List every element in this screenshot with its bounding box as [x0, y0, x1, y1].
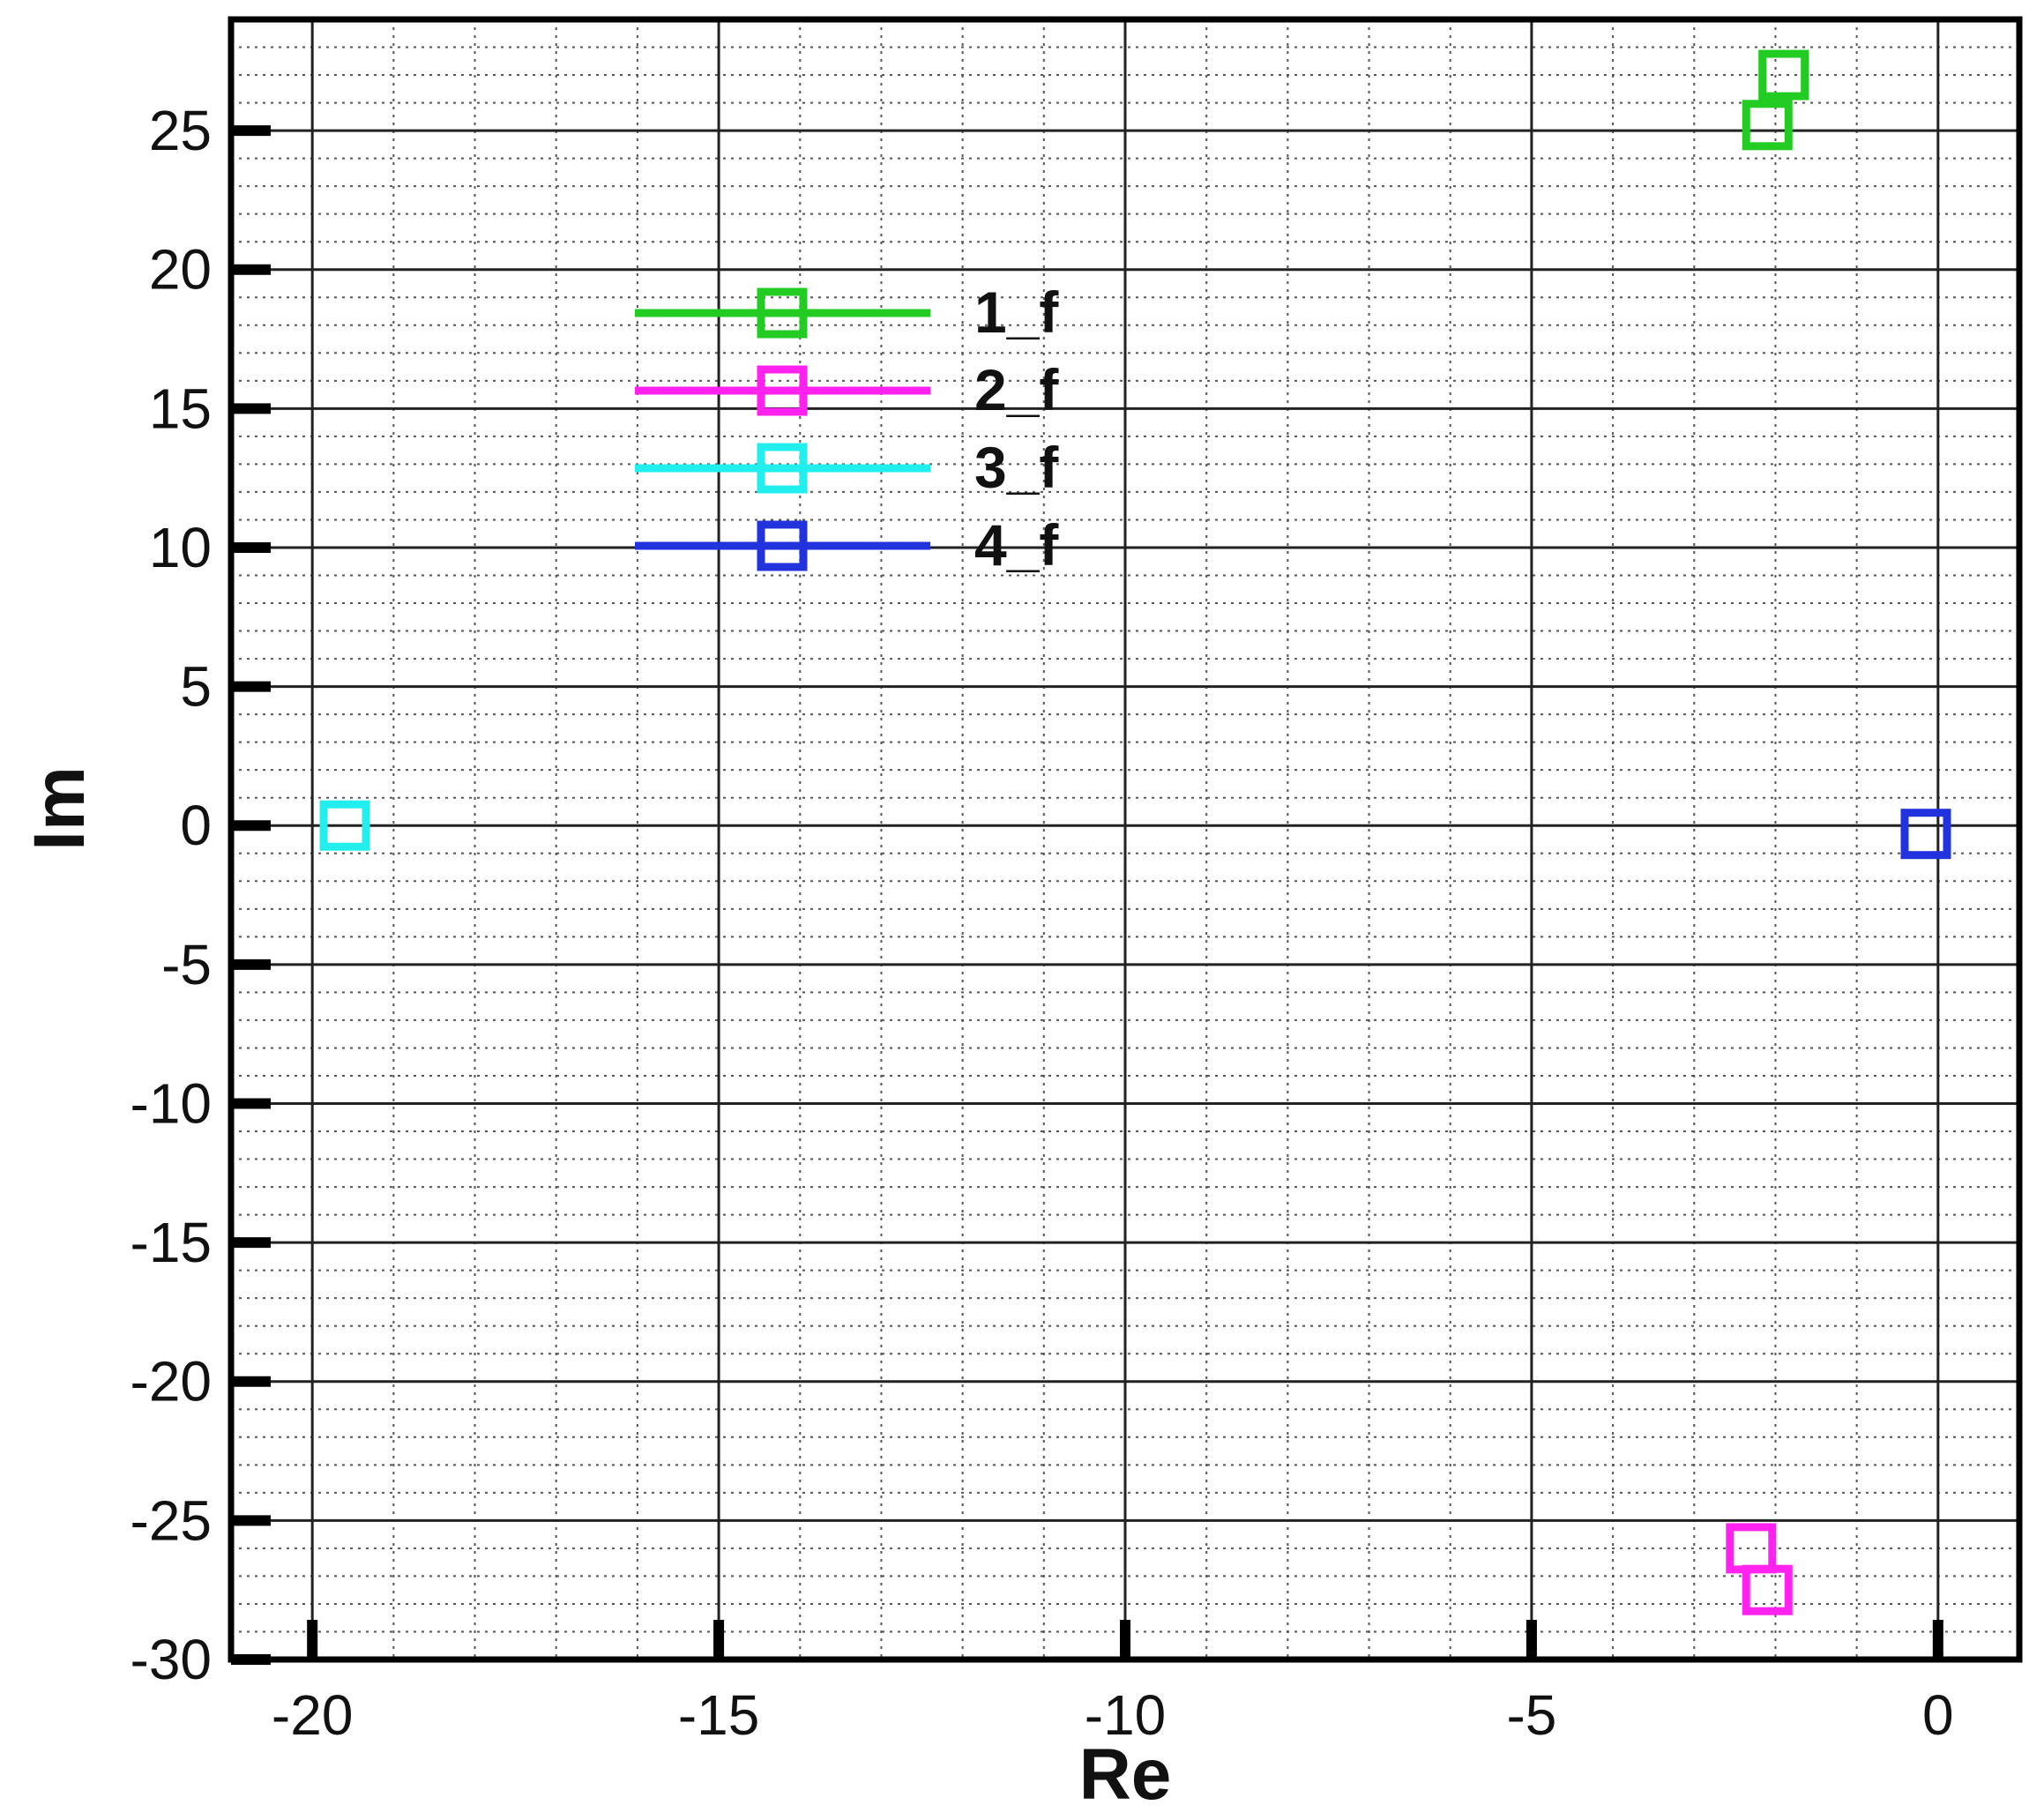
- data-point: [1742, 100, 1793, 151]
- y-tick-labels: -30 -25 -20 -15 -10 -5 0 5 10 15 20 25: [131, 99, 213, 1691]
- legend-marker: [757, 443, 808, 494]
- legend-label: 4_f: [974, 512, 1059, 578]
- y-axis-title: Im: [19, 766, 100, 851]
- legend-label: 1_f: [974, 280, 1059, 345]
- data-point: [1900, 809, 1951, 860]
- x-tick-label: -5: [1506, 1683, 1556, 1747]
- x-tick-label: -10: [1085, 1683, 1167, 1747]
- y-tick-label: -15: [131, 1211, 213, 1274]
- data-point: [1726, 1523, 1777, 1574]
- x-tick-labels: -20 -15 -10 -5 0: [272, 1683, 1954, 1747]
- y-tick-label: -5: [161, 933, 212, 996]
- x-tick-label: -20: [272, 1683, 354, 1747]
- minor-grid: [230, 19, 2020, 1660]
- data-points: [319, 49, 1951, 1615]
- legend-label: 2_f: [974, 357, 1059, 422]
- y-tick-label: -25: [131, 1488, 213, 1552]
- x-tick-label: 0: [1922, 1683, 1954, 1747]
- legend-label: 3_f: [974, 435, 1059, 500]
- y-tick-label: 25: [149, 99, 212, 162]
- data-point: [1758, 49, 1809, 101]
- y-tick-label: -20: [131, 1350, 213, 1413]
- y-tick-label: -30: [131, 1628, 213, 1691]
- y-tick-label: 10: [149, 516, 212, 579]
- y-tick-label: 0: [180, 794, 212, 857]
- legend-marker: [757, 365, 808, 416]
- legend: 1_f 2_f 3_f 4_f: [635, 280, 1059, 578]
- x-tick-label: -15: [678, 1683, 760, 1747]
- axis-ticks: [231, 125, 1943, 1665]
- data-point: [1742, 1564, 1793, 1615]
- data-point: [319, 800, 370, 851]
- x-axis-title: Re: [1079, 1734, 1172, 1815]
- y-tick-label: 20: [149, 238, 212, 302]
- y-tick-label: 15: [149, 377, 212, 440]
- legend-marker: [757, 520, 808, 571]
- legend-marker: [757, 287, 808, 339]
- y-tick-label: 5: [180, 655, 212, 719]
- y-tick-label: -10: [131, 1071, 213, 1135]
- major-grid: [231, 19, 2019, 1661]
